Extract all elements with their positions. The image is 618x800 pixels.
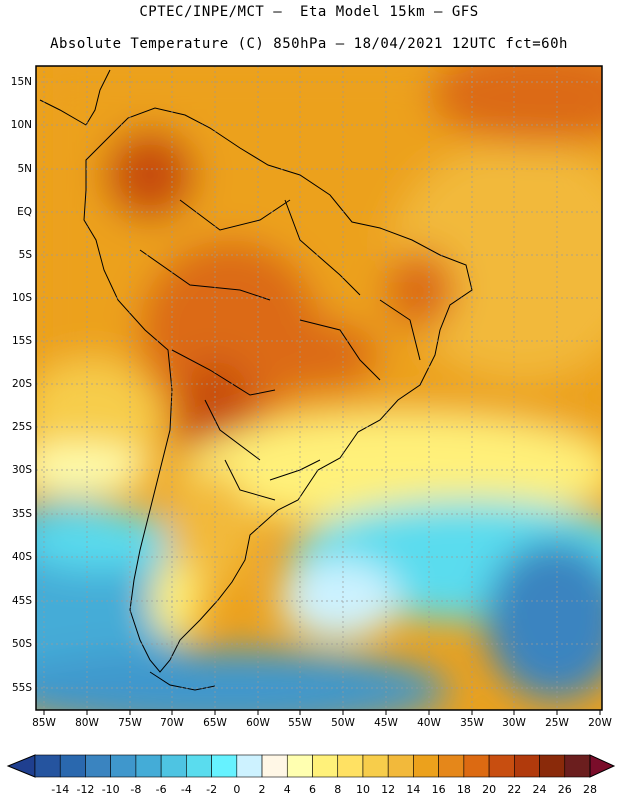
title-line-1: CPTEC/INPE/MCT – Eta Model 15km – GFS	[139, 4, 479, 20]
map-frame	[35, 65, 603, 711]
colorbar-swatch	[261, 754, 288, 778]
colorbar-label: 24	[532, 783, 547, 796]
colorbar-arrow-right	[589, 754, 616, 778]
lon-label: 45W	[374, 717, 398, 729]
colorbar-label: 2	[258, 783, 266, 796]
colorbar-label: -10	[101, 783, 120, 796]
colorbar-label: 4	[283, 783, 291, 796]
colorbar-label: 16	[431, 783, 446, 796]
colorbar-swatch	[135, 754, 162, 778]
lat-label: 10N	[10, 119, 32, 131]
colorbar-label: -4	[180, 783, 192, 796]
lat-label: EQ	[17, 206, 32, 218]
lat-label: 55S	[11, 682, 32, 694]
lat-label: 20S	[11, 378, 32, 390]
colorbar-swatch	[488, 754, 515, 778]
colorbar-swatch	[514, 754, 540, 778]
colorbar-label: 20	[482, 783, 497, 796]
colorbar-swatch	[59, 754, 86, 778]
colorbar-label: -2	[206, 783, 218, 796]
colorbar-swatch	[34, 754, 61, 778]
colorbar-label: 12	[381, 783, 396, 796]
lat-label: 45S	[11, 595, 32, 607]
title-line-2: Absolute Temperature (C) 850hPa – 18/04/…	[50, 36, 568, 52]
colorbar-swatch	[463, 754, 490, 778]
colorbar-label: 22	[507, 783, 522, 796]
lon-label: 40W	[417, 717, 441, 729]
coastlines	[39, 69, 473, 691]
lat-label: 30S	[11, 464, 32, 476]
colorbar	[6, 754, 616, 778]
colorbar-swatch	[186, 754, 212, 778]
lon-label: 85W	[32, 717, 56, 729]
lon-label: 30W	[502, 717, 526, 729]
colorbar-label: 18	[456, 783, 471, 796]
colorbar-swatch	[413, 754, 439, 778]
lat-label: 5S	[18, 249, 32, 261]
colorbar-label: 6	[309, 783, 316, 796]
colorbar-arrow-left	[6, 754, 36, 778]
axis-ticks	[43, 710, 601, 715]
lon-label: 20W	[588, 717, 612, 729]
lon-label: 50W	[331, 717, 355, 729]
colorbar-label: 8	[334, 783, 342, 796]
colorbar-label: -6	[155, 783, 167, 796]
lat-label: 10S	[11, 292, 32, 304]
colorbar-label: 26	[557, 783, 572, 796]
colorbar-label: 0	[233, 783, 241, 796]
colorbar-swatch	[236, 754, 263, 778]
colorbar-swatch	[312, 754, 339, 778]
colorbar-label: -12	[76, 783, 95, 796]
lon-label: 60W	[246, 717, 270, 729]
colorbar-swatch	[387, 754, 414, 778]
temperature-field	[36, 66, 602, 710]
colorbar-swatch	[539, 754, 566, 778]
colorbar-swatch	[85, 754, 111, 778]
lat-label: 15S	[11, 335, 32, 347]
colorbar-swatch	[286, 754, 313, 778]
colorbar-swatch	[362, 754, 389, 778]
colorbar-swatch	[211, 754, 238, 778]
lon-label: 80W	[75, 717, 99, 729]
colorbar-label: 14	[406, 783, 421, 796]
lat-label: 15N	[10, 76, 32, 88]
lon-label: 35W	[460, 717, 484, 729]
lon-label: 25W	[545, 717, 569, 729]
lon-label: 70W	[160, 717, 184, 729]
colorbar-swatch	[438, 754, 465, 778]
colorbar-swatch	[110, 754, 137, 778]
lon-label: 55W	[288, 717, 312, 729]
colorbar-swatch	[160, 754, 187, 778]
lat-label: 5N	[17, 163, 32, 175]
colorbar-label: -8	[130, 783, 142, 796]
lon-label: 65W	[203, 717, 227, 729]
lat-label: 40S	[11, 551, 32, 563]
lat-label: 50S	[11, 638, 32, 650]
colorbar-swatch	[337, 754, 364, 778]
colorbar-label: 28	[583, 783, 597, 796]
lat-label: 35S	[11, 508, 32, 520]
colorbar-label: -14	[51, 783, 70, 796]
lat-label: 25S	[11, 421, 32, 433]
lon-label: 75W	[118, 717, 142, 729]
graticule	[36, 66, 602, 710]
colorbar-label: 10	[355, 783, 370, 796]
colorbar-swatch	[564, 754, 591, 778]
